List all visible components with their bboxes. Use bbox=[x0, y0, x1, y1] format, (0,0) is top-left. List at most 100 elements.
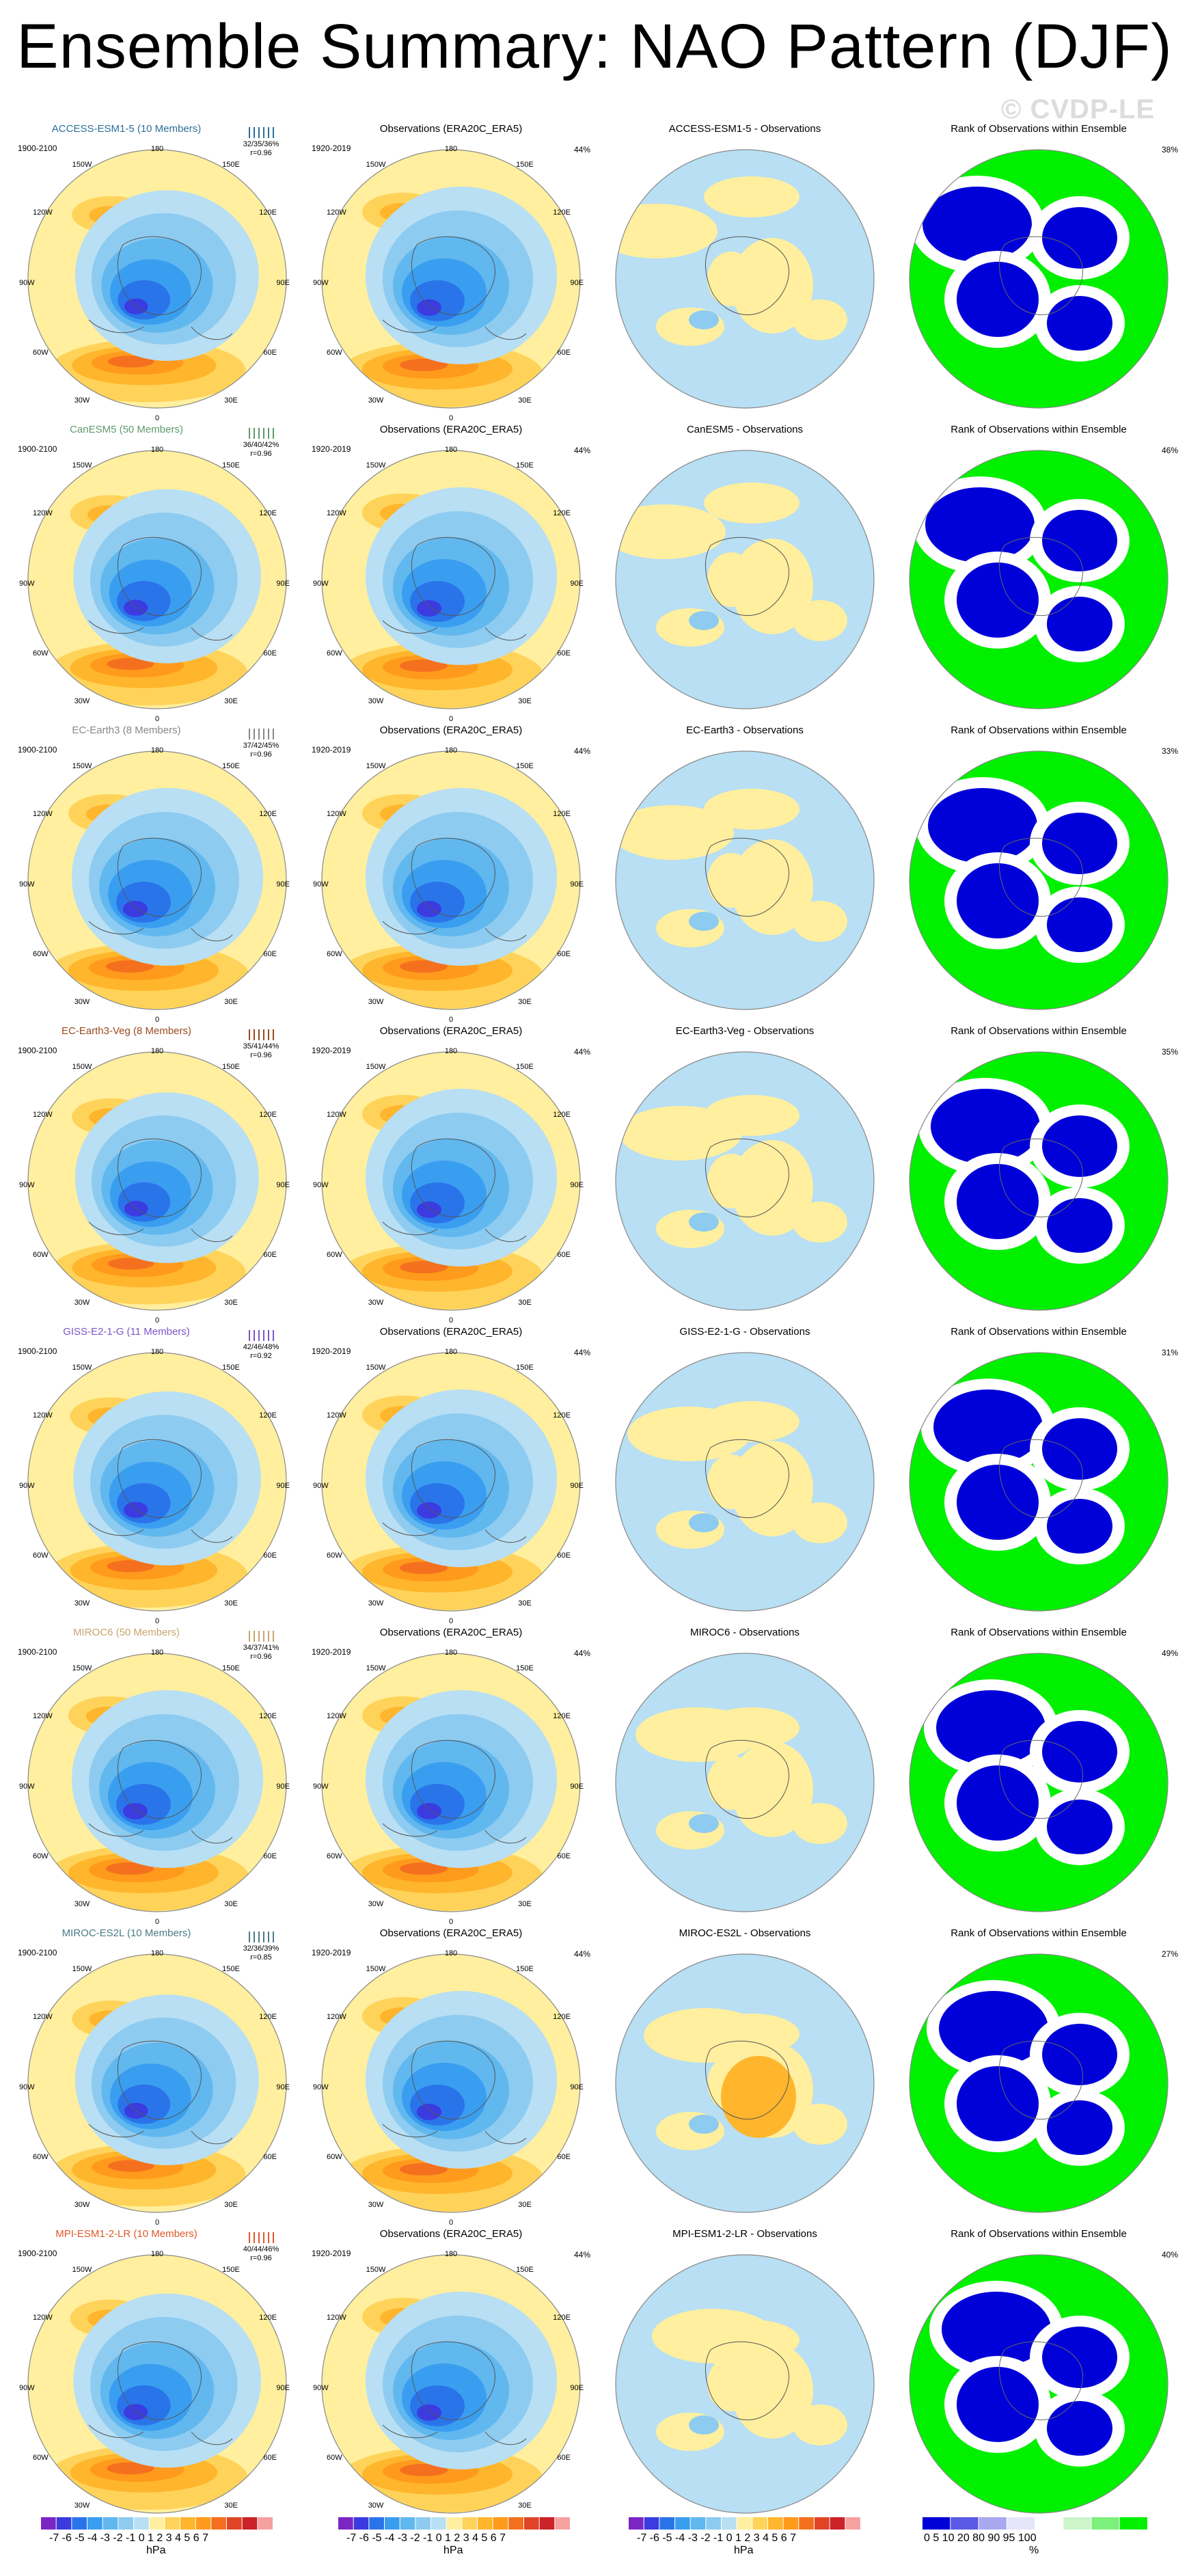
polar-map bbox=[615, 1051, 875, 1311]
coastline bbox=[411, 537, 495, 616]
difference-title: GISS-E2-1-G - Observations bbox=[679, 1326, 810, 1338]
member-tick bbox=[263, 1330, 264, 1341]
model-stats: 42/46/48% bbox=[243, 1343, 279, 1351]
longitude-label: 90W bbox=[313, 2384, 329, 2392]
longitude-label: 120E bbox=[259, 1111, 277, 1119]
difference-contour-0 bbox=[616, 805, 734, 860]
colorbar-swatch bbox=[56, 2517, 72, 2530]
colorbar-swatch bbox=[644, 2517, 659, 2530]
model-stats: 35/41/44% bbox=[243, 1042, 279, 1050]
panel-model: EC-Earth3 (8 Members) 1900-2100 37/42/45% r… bbox=[14, 724, 301, 1024]
longitude-label: 150W bbox=[366, 2266, 386, 2274]
longitude-label: 0 bbox=[154, 1316, 160, 1325]
polar-map bbox=[615, 1653, 875, 1912]
rank-region-low-0 bbox=[942, 2292, 1051, 2367]
coastline-secondary bbox=[88, 1221, 233, 1243]
difference-title: ACCESS-ESM1-5 - Observations bbox=[668, 123, 821, 135]
longitude-label: 150W bbox=[72, 1364, 92, 1372]
member-tick bbox=[258, 1330, 260, 1341]
rank-region-low-1 bbox=[1042, 1721, 1117, 1782]
longitude-label: 60W bbox=[327, 1551, 342, 1560]
longitude-label: 30E bbox=[224, 1599, 238, 1608]
coastline bbox=[411, 2040, 495, 2120]
difference-contour-low bbox=[689, 1513, 719, 1532]
colorbar-obs: -7 -6 -5 -4 -3 -2 -1 0 1 2 3 4 5 6 7 hPa bbox=[338, 2517, 571, 2558]
member-tick bbox=[258, 729, 260, 740]
colorbar-swatch bbox=[149, 2517, 165, 2530]
longitude-label: 120E bbox=[553, 208, 571, 217]
model-period: 1900-2100 bbox=[18, 1346, 57, 1356]
map-boundary bbox=[909, 2254, 1168, 2514]
rank-region-low-1 bbox=[1042, 510, 1117, 571]
longitude-label: 120W bbox=[327, 1411, 346, 1420]
colorbar-swatch bbox=[211, 2517, 226, 2530]
pressure-contour-11 bbox=[417, 2104, 441, 2120]
longitude-label: 180 bbox=[444, 1649, 458, 1657]
polar-map bbox=[615, 450, 875, 709]
longitude-label: 30W bbox=[74, 2502, 90, 2510]
rank-pct: 38% bbox=[1161, 145, 1178, 154]
model-correlation: r=0.96 bbox=[250, 1051, 272, 1059]
rank-title: Rank of Observations within Ensemble bbox=[951, 1927, 1127, 1939]
longitude-label: 90E bbox=[570, 580, 584, 588]
coastline bbox=[705, 2341, 789, 2421]
longitude-label: 90E bbox=[570, 2083, 584, 2091]
rank-region-low-3 bbox=[1047, 1499, 1112, 1554]
longitude-label: 180 bbox=[150, 1348, 164, 1356]
longitude-label: 30E bbox=[518, 1599, 532, 1608]
difference-contour-2 bbox=[731, 1441, 813, 1536]
panel-rank: Rank of Observations within Ensemble 46% bbox=[895, 424, 1182, 723]
member-tick bbox=[254, 1330, 255, 1341]
colorbar-swatch bbox=[242, 2517, 258, 2530]
map-boundary bbox=[909, 149, 1168, 409]
longitude-label: 150E bbox=[222, 461, 240, 470]
panel-difference: MPI-ESM1-2-LR - Observations bbox=[601, 2228, 888, 2527]
map-boundary bbox=[321, 450, 581, 709]
model-title: CanESM5 (50 Members) bbox=[70, 424, 183, 435]
longitude-label: 180 bbox=[444, 145, 458, 153]
colorbar-swatch bbox=[690, 2517, 706, 2530]
colorbar-obs-swatches bbox=[338, 2517, 570, 2530]
coastline bbox=[998, 837, 1083, 917]
member-tick bbox=[263, 428, 264, 439]
panel-difference: ACCESS-ESM1-5 - Observations bbox=[601, 123, 888, 422]
model-correlation: r=0.96 bbox=[250, 1653, 272, 1661]
longitude-label: 30W bbox=[74, 998, 90, 1006]
difference-contour-1 bbox=[704, 1707, 800, 1748]
pressure-contour-11 bbox=[417, 2404, 441, 2421]
rank-title: Rank of Observations within Ensemble bbox=[951, 2228, 1127, 2240]
polar-map bbox=[909, 149, 1168, 409]
longitude-label: 30E bbox=[224, 396, 238, 405]
longitude-label: 150W bbox=[366, 1664, 386, 1672]
difference-title: EC-Earth3 - Observations bbox=[686, 724, 804, 736]
colorbar-model-units: hPa bbox=[146, 2545, 166, 2556]
observations-pct: 44% bbox=[573, 1949, 590, 1959]
longitude-label: 150W bbox=[72, 461, 92, 470]
pressure-contour-5 bbox=[400, 1261, 448, 1273]
longitude-label: 0 bbox=[448, 414, 454, 422]
longitude-label: 90E bbox=[276, 1181, 290, 1189]
panel-rank: Rank of Observations within Ensemble 38% bbox=[895, 123, 1182, 422]
colorbar-rank-swatches bbox=[922, 2517, 1147, 2530]
panel-observations: Observations (ERA20C_ERA5) 1920-2019 44% 18… bbox=[308, 123, 594, 422]
longitude-label: 90E bbox=[276, 1782, 290, 1791]
pressure-contour-10 bbox=[118, 2084, 171, 2124]
model-title: MIROC6 (50 Members) bbox=[73, 1627, 180, 1638]
longitude-label: 60E bbox=[263, 950, 277, 958]
longitude-label: 0 bbox=[154, 1918, 160, 1926]
member-tick bbox=[263, 2232, 264, 2243]
polar-map bbox=[321, 450, 581, 709]
longitude-label: 120W bbox=[33, 208, 53, 217]
longitude-label: 90E bbox=[276, 580, 290, 588]
longitude-label: 180 bbox=[444, 2250, 458, 2258]
difference-contour-2 bbox=[731, 839, 813, 935]
polar-map bbox=[27, 1653, 287, 1912]
longitude-label: 30E bbox=[518, 1900, 532, 1908]
colorbar-diff: -7 -6 -5 -4 -3 -2 -1 0 1 2 3 4 5 6 7 hPa bbox=[629, 2517, 861, 2558]
panel-model: GISS-E2-1-G (11 Members) 1900-2100 42/46/4… bbox=[14, 1326, 301, 1625]
polar-map bbox=[615, 1352, 875, 1612]
panel-rank: Rank of Observations within Ensemble 31% bbox=[895, 1326, 1182, 1625]
longitude-label: 120W bbox=[327, 1111, 346, 1119]
observations-pct: 44% bbox=[573, 446, 590, 455]
rank-region-low-0 bbox=[936, 1690, 1046, 1765]
